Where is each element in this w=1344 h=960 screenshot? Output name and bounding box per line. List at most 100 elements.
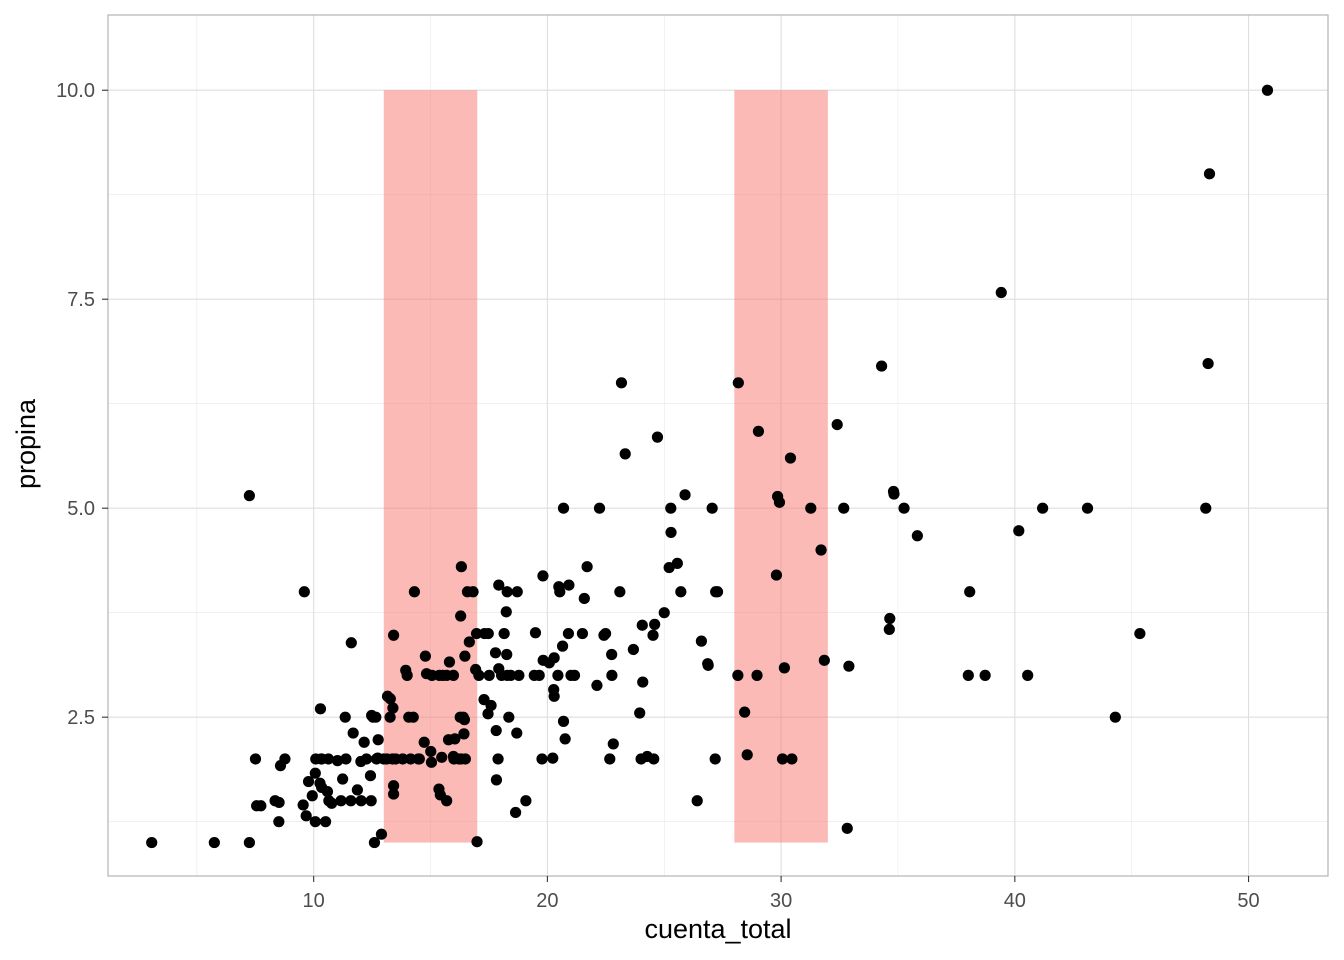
data-point — [675, 586, 687, 598]
data-point — [995, 286, 1007, 299]
data-point — [384, 693, 396, 705]
data-point — [752, 425, 765, 437]
data-point — [503, 711, 515, 723]
data-points — [146, 84, 1274, 849]
data-point — [489, 647, 502, 659]
data-point — [843, 660, 855, 672]
data-point — [358, 736, 370, 748]
data-point — [473, 669, 485, 681]
data-point — [1081, 502, 1094, 514]
data-point — [408, 586, 421, 598]
data-point — [243, 490, 255, 502]
data-point — [273, 796, 285, 809]
data-point — [370, 711, 382, 723]
data-point — [778, 662, 790, 674]
data-point — [273, 816, 285, 828]
data-point — [340, 753, 352, 765]
data-point — [911, 530, 923, 542]
data-point — [536, 753, 548, 765]
data-point — [309, 816, 321, 828]
data-point — [375, 828, 388, 840]
data-point — [979, 669, 991, 681]
data-point — [306, 790, 318, 802]
data-point — [345, 637, 357, 649]
data-point — [425, 756, 438, 768]
y-axis-title: propina — [11, 398, 41, 489]
data-point — [321, 785, 334, 798]
data-point — [548, 690, 560, 702]
data-point — [455, 610, 467, 622]
axis-tick-labels: 10 20 30 40 50 2.5 5.0 7.5 10.0 — [56, 80, 1260, 912]
data-point — [691, 795, 703, 807]
data-point — [671, 557, 683, 569]
data-point — [1022, 669, 1034, 681]
data-point — [619, 448, 631, 460]
data-point — [441, 795, 453, 807]
data-point — [739, 706, 751, 718]
data-point — [319, 816, 332, 828]
data-point — [322, 753, 334, 765]
x-tick-label: 20 — [536, 890, 558, 912]
data-point — [511, 727, 523, 739]
data-point — [559, 733, 571, 745]
data-point — [331, 755, 344, 767]
data-point — [443, 656, 456, 668]
data-point — [884, 612, 896, 625]
data-point — [146, 836, 158, 849]
data-point — [388, 788, 400, 800]
data-point — [510, 806, 522, 819]
data-point — [709, 753, 721, 765]
data-point — [815, 544, 827, 556]
data-point — [647, 629, 659, 641]
data-point — [679, 489, 691, 501]
data-point — [387, 702, 399, 714]
data-point — [552, 669, 564, 681]
data-point — [576, 627, 589, 640]
data-point — [388, 780, 400, 792]
data-point — [1037, 502, 1049, 514]
data-point — [520, 795, 532, 807]
data-point — [706, 502, 718, 514]
data-point — [883, 623, 895, 636]
data-point — [1013, 525, 1025, 537]
data-point — [962, 669, 974, 681]
data-point — [1203, 168, 1216, 180]
data-point — [255, 800, 267, 812]
data-point — [388, 629, 400, 641]
data-point — [513, 669, 525, 681]
data-point — [249, 753, 262, 765]
data-point — [578, 592, 590, 605]
data-point — [898, 502, 910, 514]
data-point — [732, 669, 744, 681]
data-point — [339, 711, 351, 723]
data-point — [347, 727, 359, 739]
data-point — [500, 606, 512, 618]
data-point — [1261, 84, 1274, 96]
data-point — [695, 635, 708, 647]
data-point — [413, 753, 425, 765]
data-point — [786, 753, 798, 765]
data-point — [326, 797, 338, 809]
highlight-band — [734, 90, 828, 843]
data-point — [599, 627, 612, 640]
data-point — [309, 767, 321, 779]
data-point — [648, 753, 660, 765]
data-point — [243, 836, 255, 849]
data-point — [405, 753, 417, 765]
data-point — [419, 650, 431, 662]
data-point — [490, 724, 502, 737]
data-point — [593, 502, 606, 514]
data-point — [418, 736, 430, 748]
data-point — [208, 836, 220, 849]
data-point — [776, 753, 789, 765]
data-point — [368, 836, 381, 849]
data-point — [493, 579, 505, 591]
data-point — [751, 669, 763, 681]
data-point — [447, 669, 460, 681]
data-point — [300, 810, 312, 822]
data-point — [637, 676, 649, 688]
data-point — [702, 659, 714, 671]
data-point — [470, 627, 483, 640]
data-point — [458, 728, 470, 740]
